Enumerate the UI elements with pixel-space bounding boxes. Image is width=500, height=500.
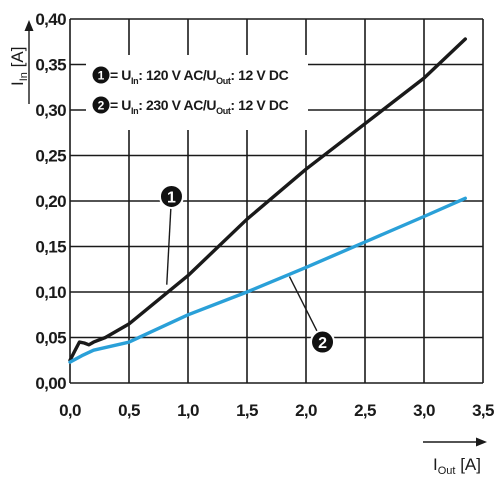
x-tick-label: 0,0: [59, 401, 81, 420]
legend-marker-2: [92, 96, 110, 114]
callout-badge-1: [158, 183, 184, 209]
x-tick-label: 1,5: [236, 401, 258, 420]
legend-marker-1: [92, 66, 110, 84]
legend-entry-2: = UIn: 230 V AC/UOut: 12 V DC: [110, 97, 289, 116]
legend-entry-1: = UIn: 120 V AC/UOut: 12 V DC: [110, 67, 289, 86]
legend-box: [86, 55, 308, 130]
annotations: 12: [158, 183, 336, 355]
x-tick-label: 0,5: [118, 401, 140, 420]
y-tick-label: 0,30: [35, 101, 66, 120]
x-tick-labels: 0,0 0,5 1,0 1,5 2,0 2,5 3,0 3,5: [59, 401, 495, 420]
legend-marker-number: 2: [98, 99, 105, 113]
y-tick-labels: 0,00 0,05 0,10 0,15 0,20 0,25 0,30 0,35 0,40: [35, 10, 66, 393]
x-axis-label: IOut [A]: [433, 455, 481, 477]
callout-leader-1: [166, 196, 173, 285]
y-tick-label: 0,15: [35, 238, 66, 257]
y-tick-label: 0,10: [35, 283, 66, 302]
y-tick-label: 0,40: [35, 10, 66, 29]
legend-marker-number: 1: [98, 69, 105, 83]
y-tick-label: 0,00: [35, 374, 66, 393]
x-tick-label: 3,0: [413, 401, 435, 420]
series-line-2: [68, 196, 467, 364]
y-tick-label: 0,20: [35, 192, 66, 211]
y-tick-label: 0,25: [35, 147, 66, 166]
y-axis-arrow-head: [24, 20, 34, 31]
axis-labels: IIn [A] IOut [A]: [8, 20, 487, 477]
callout-badge-2: [310, 329, 336, 355]
x-tick-label: 3,5: [472, 401, 494, 420]
y-tick-label: 0,35: [35, 56, 66, 75]
y-axis-label: IIn [A]: [8, 47, 30, 86]
y-tick-label: 0,05: [35, 329, 66, 348]
callout-number-2: 2: [318, 335, 327, 352]
legend: 1 = UIn: 120 V AC/UOut: 12 V DC 2 = UIn: …: [86, 55, 308, 130]
x-axis-arrow-head: [476, 437, 487, 447]
x-tick-label: 1,0: [177, 401, 199, 420]
x-tick-label: 2,0: [295, 401, 317, 420]
series-line-1: [68, 37, 467, 362]
plot-grid: [69, 18, 484, 384]
x-tick-label: 2,5: [354, 401, 376, 420]
series-lines: [68, 37, 467, 364]
callout-number-1: 1: [167, 189, 176, 206]
